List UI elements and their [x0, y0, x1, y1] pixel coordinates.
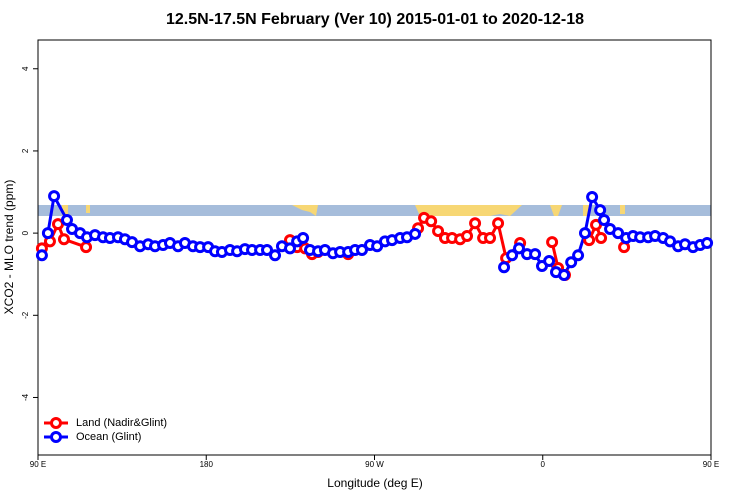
data-point [284, 242, 297, 255]
data-point [261, 243, 274, 256]
data-point [701, 236, 714, 249]
x-tick-label: 90 W [365, 460, 384, 469]
ocean-strip [38, 205, 711, 216]
data-point [41, 227, 54, 240]
x-tick-label: 90 E [703, 460, 719, 469]
data-point [595, 232, 608, 245]
data-point [578, 227, 591, 240]
legend-label: Land (Nadir&Glint) [76, 417, 167, 429]
chart-title: 12.5N-17.5N February (Ver 10) 2015-01-01… [166, 11, 584, 28]
data-point [425, 215, 438, 228]
data-point [590, 218, 603, 231]
data-point [612, 227, 625, 240]
data-point [461, 229, 474, 242]
data-point [498, 261, 511, 274]
y-tick-label: 4 [21, 66, 30, 71]
data-point [529, 248, 542, 261]
data-point [664, 235, 677, 248]
data-point [598, 213, 611, 226]
y-tick-label: -2 [21, 311, 30, 319]
legend-marker [50, 417, 62, 429]
data-point [469, 217, 482, 230]
data-point [52, 218, 65, 231]
data-point [409, 227, 422, 240]
land-patch [620, 205, 625, 214]
y-tick-label: 0 [21, 230, 30, 235]
land-patch [415, 205, 522, 216]
data-point [565, 256, 578, 269]
data-point [60, 213, 73, 226]
data-point [484, 232, 497, 245]
land-patch [86, 205, 90, 213]
data-point [48, 190, 61, 203]
data-point [506, 249, 519, 262]
data-point [269, 249, 282, 262]
data-point [572, 249, 585, 262]
data-point [35, 249, 48, 262]
data-point [586, 190, 599, 203]
legend-label: Ocean (Glint) [76, 431, 141, 443]
legend-marker [50, 431, 62, 443]
data-point [492, 217, 505, 230]
data-point [297, 232, 310, 245]
data-point [57, 233, 70, 246]
land-patch [62, 205, 68, 216]
y-tick-label: -4 [21, 393, 30, 401]
x-tick-label: 90 E [30, 460, 46, 469]
x-tick-label: 0 [541, 460, 546, 469]
land-patch [583, 205, 590, 216]
y-tick-label: 2 [21, 148, 30, 153]
x-tick-label: 180 [200, 460, 214, 469]
data-point [543, 255, 556, 268]
land-patch [292, 205, 318, 216]
data-point [546, 236, 559, 249]
land-patch [550, 205, 562, 216]
y-axis-label: XCO2 - MLO trend (ppm) [2, 180, 16, 315]
data-point [432, 225, 445, 238]
x-axis-label: Longitude (deg E) [327, 476, 422, 490]
data-point [558, 269, 571, 282]
data-point [513, 242, 526, 255]
land-ocean-strip [38, 205, 711, 216]
data-point [80, 241, 93, 254]
data-point [594, 204, 607, 217]
data-point [355, 243, 368, 256]
